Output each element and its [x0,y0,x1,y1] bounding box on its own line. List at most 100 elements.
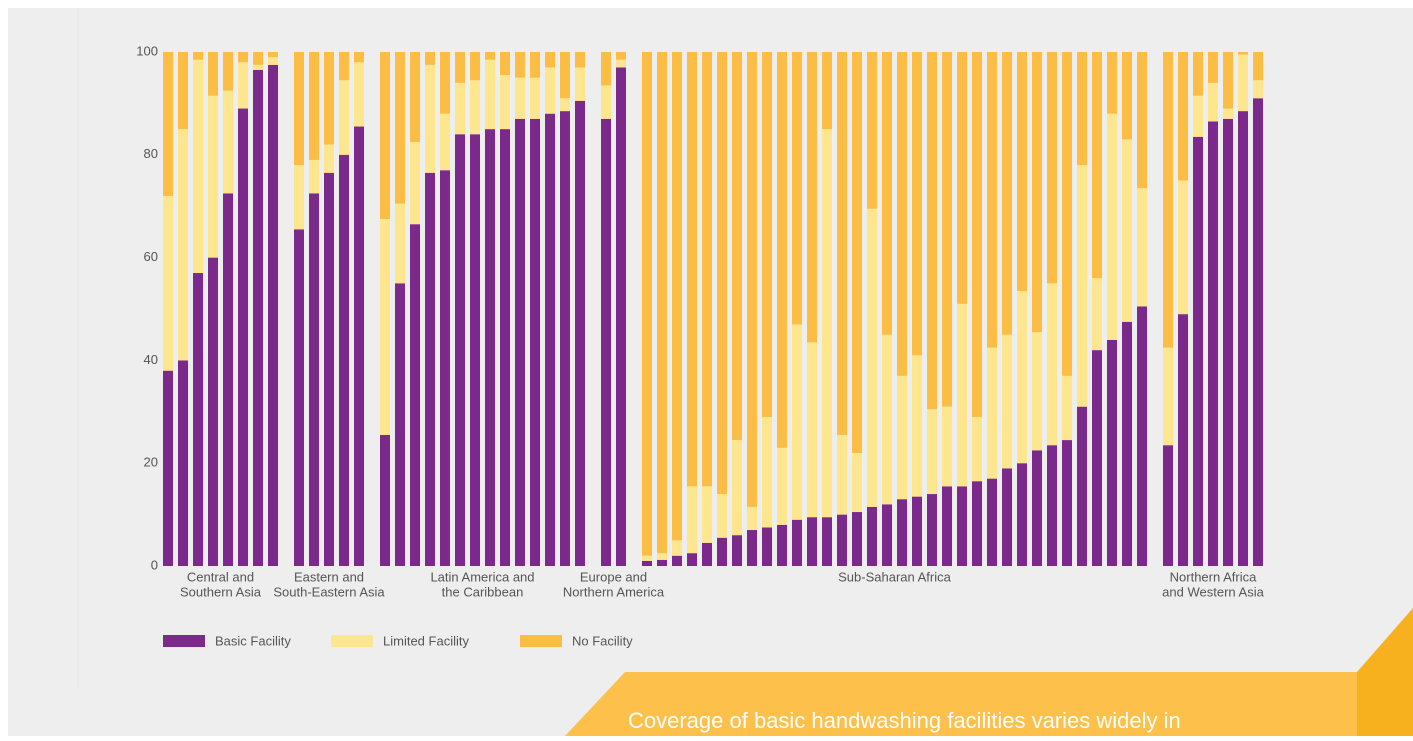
bar-segment [560,52,570,99]
group-label: South-Eastern Asia [273,584,385,599]
bar-segment [642,555,652,561]
bar-segment [687,486,697,554]
bar-segment [642,560,652,566]
bar-segment [1178,52,1188,181]
bar-segment [1163,52,1173,348]
bar-segment [1092,278,1102,351]
bar-segment [657,559,667,566]
bar-segment [1107,113,1117,340]
bar-segment [912,496,922,566]
bar-segment [837,514,847,566]
group-label: Northern Africa [1170,569,1257,584]
bar-segment [777,524,787,566]
bar-segment [882,52,892,335]
bar-segment [208,95,218,258]
bar-segment [837,52,847,435]
bar-segment [309,52,319,160]
bar-segment [717,537,727,566]
bar-segment [193,273,203,566]
bar-segment [732,535,742,566]
bar-segment [1253,80,1263,99]
bar-segment [912,52,922,356]
bar-segment [238,52,248,63]
bar-segment [702,52,712,487]
bar-segment [354,52,364,63]
bar-segment [395,203,405,284]
bar-segment [470,80,480,135]
bar-segment [425,52,435,65]
group-label: and Western Asia [1162,584,1264,599]
bar-segment [354,62,364,127]
bar-segment [972,52,982,417]
bar-segment [687,553,697,566]
bar-segment [530,118,540,566]
bar-segment [807,52,817,343]
bar-segment [957,52,967,304]
bar-segment [957,486,967,566]
bar-segment [485,59,495,130]
bar-segment [560,98,570,112]
bar-segment [1047,445,1057,566]
bar-segment [1017,291,1027,464]
bar-segment [1238,54,1248,112]
bar-segment [455,52,465,83]
bar-segment [1223,108,1233,119]
bar-segment [294,229,304,566]
bar-segment [545,113,555,567]
bar-segment [807,517,817,566]
bar-segment [822,52,832,130]
bar-segment [500,52,510,76]
bar-segment [163,52,173,196]
bar-segment [1107,339,1117,566]
bar-segment [702,486,712,543]
bar-segment [425,172,435,567]
bar-segment [1017,463,1027,566]
bar-segment [1092,52,1102,279]
bar-segment [1002,468,1012,566]
y-tick-label: 60 [144,249,158,264]
bar-segment [762,52,772,417]
bar-segment [1002,52,1012,335]
bar-segment [354,126,364,566]
y-tick-label: 40 [144,352,158,367]
bar-segment [560,111,570,567]
bar-segment [642,52,652,556]
bar-segment [1062,52,1072,376]
bar-segment [309,159,319,194]
bar-segment [268,52,278,58]
bar-segment [470,52,480,81]
bar-segment [1077,52,1087,166]
bar-segment [253,64,263,70]
bar-segment [395,283,405,566]
bar-segment [616,67,626,567]
bar-segment [1208,52,1218,83]
bar-segment [163,195,173,371]
legend-label: No Facility [572,633,633,648]
group-label: Northern America [563,584,665,599]
bar-segment [1032,450,1042,566]
bar-segment [1137,188,1147,307]
bar-segment [238,108,248,566]
bar-segment [927,494,937,566]
bar-segment [777,52,787,448]
bar-segment [717,52,727,495]
bar-segment [1062,375,1072,441]
bar-segment [238,62,248,109]
bar-segment [294,52,304,166]
bar-segment [942,406,952,487]
group-label: Southern Asia [180,584,262,599]
banner-text: Coverage of basic handwashing facilities… [628,708,1181,733]
bar-segment [1002,334,1012,469]
bar-segment [657,52,667,554]
bar-segment [339,80,349,155]
bar-segment [470,134,480,567]
bar-segment [867,506,877,566]
bar-segment [1032,332,1042,451]
legend-label: Limited Facility [383,633,469,648]
bar-segment [987,52,997,348]
bar-segment [545,67,555,114]
bar-segment [807,342,817,518]
bar-segment [485,129,495,566]
legend-swatch [163,635,205,647]
